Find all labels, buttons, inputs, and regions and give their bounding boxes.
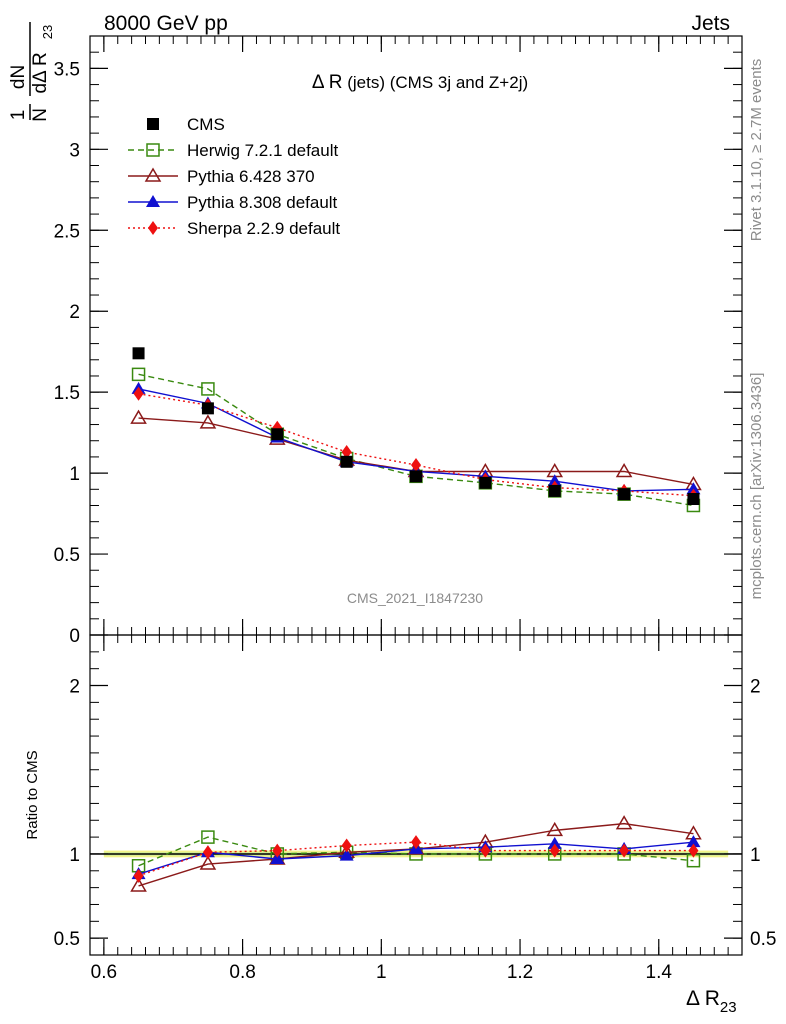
ratio-point-sherpa-2-2-9-default (480, 843, 491, 858)
legend-marker-sherpa-2-2-9-default (148, 221, 158, 235)
chart-title: Δ R (jets) (CMS 3j and Z+2j) (312, 72, 528, 93)
legend-label-pythia-8-308-default: Pythia 8.308 default (187, 193, 338, 212)
point-pythia-6-428-370 (615, 463, 633, 478)
ratio-point-pythia-6-428-370 (130, 877, 147, 892)
point-cms (410, 470, 422, 483)
point-cms (548, 484, 561, 497)
series-group (130, 347, 702, 513)
ratio-point-herwig-7-2-1-default (201, 830, 215, 844)
ratio-point-sherpa-2-2-9-default (133, 868, 144, 883)
point-pythia-6-428-370 (130, 409, 147, 424)
mcplots-label: mcplots.cern.ch [arXiv:1306.3436] (748, 373, 765, 600)
point-cms (687, 493, 700, 506)
svg-text:1 N dN dΔ R: 1 N dN dΔ R 23 (6, 25, 55, 122)
legend-label-pythia-6-428-370: Pythia 6.428 370 (187, 167, 315, 186)
legend-marker-pythia-6-428-370 (144, 167, 162, 182)
header-process: Jets (691, 12, 730, 35)
point-cms (271, 428, 284, 441)
legend-marker-pythia-8-308-default (146, 195, 160, 207)
point-herwig-7-2-1-default (131, 367, 146, 382)
point-sherpa-2-2-9-default (341, 445, 352, 460)
legend-marker-herwig-7-2-1-default (146, 143, 160, 157)
y-tick-label: 0.5 (54, 545, 80, 566)
y-tick-label: 3.5 (54, 59, 80, 80)
ratio-plot-frame (89, 634, 743, 956)
y-tick-label: 2 (69, 302, 80, 323)
ratio-point-pythia-8-308-default (686, 835, 701, 848)
x-tick-label: 1 (376, 962, 387, 983)
point-herwig-7-2-1-default (201, 382, 215, 396)
header-energy: 8000 GeV pp (104, 12, 228, 35)
ratio-point-pythia-6-428-370 (546, 821, 564, 837)
legend-label-herwig-7-2-1-default: Herwig 7.2.1 default (187, 141, 338, 160)
ratio-y-tick-label-right: 0.5 (750, 929, 776, 950)
ratio-y-label: Ratio to CMS (24, 750, 41, 839)
y-tick-label: 1.5 (54, 383, 80, 404)
point-sherpa-2-2-9-default (133, 386, 144, 401)
rivet-label: Rivet 3.1.10, ≥ 2.7M events (748, 59, 765, 242)
x-tick-label: 0.6 (91, 962, 117, 983)
ratio-point-sherpa-2-2-9-default (272, 843, 283, 858)
ratio-y-tick-label: 2 (69, 677, 80, 698)
point-pythia-8-308-default (547, 474, 562, 487)
axis-ticks: 0.6 0.8 1 1.2 1.4 0 0.5 1 1.5 2 2.5 3 3.5 0.5 0.5 1 1 2 2 (54, 36, 776, 983)
ratio-y-tick-label: 1 (69, 845, 80, 866)
legend-marker-cms (147, 118, 159, 130)
series-line-herwig-7-2-1-default (138, 373, 694, 507)
ratio-point-sherpa-2-2-9-default (411, 835, 421, 850)
ratio-point-pythia-6-428-370 (615, 815, 633, 830)
point-cms (479, 476, 492, 489)
ratio-point-sherpa-2-2-9-default (549, 843, 560, 858)
ratio-point-sherpa-2-2-9-default (688, 843, 699, 858)
point-sherpa-2-2-9-default (411, 458, 421, 473)
y-tick-label: 3 (69, 140, 80, 161)
x-tick-label: 1.2 (507, 962, 533, 983)
ratio-y-tick-label-right: 2 (750, 677, 761, 698)
ratio-point-sherpa-2-2-9-default (619, 843, 630, 858)
point-cms (340, 455, 353, 468)
legend-label-sherpa-2-2-9-default: Sherpa 2.2.9 default (187, 219, 340, 238)
analysis-watermark: CMS_2021_I1847230 (347, 590, 483, 606)
legend: CMS Herwig 7.2.1 default Pythia 6.428 370 P… (128, 115, 340, 238)
ratio-point-pythia-8-308-default (547, 836, 562, 849)
x-tick-label: 1.4 (646, 962, 673, 983)
ratio-point-sherpa-2-2-9-default (341, 838, 352, 853)
ratio-y-tick-label-right: 1 (750, 845, 761, 866)
ratio-point-pythia-6-428-370 (199, 855, 217, 870)
ratio-point-pythia-8-308-default (270, 852, 285, 864)
ratio-point-sherpa-2-2-9-default (202, 845, 213, 860)
point-pythia-6-428-370 (199, 414, 217, 429)
y-axis-label: 1 N dN dΔ R 23 (6, 22, 55, 122)
point-pythia-8-308-default (686, 482, 701, 495)
ratio-series-group (130, 815, 702, 892)
y-tick-label: 2.5 (54, 221, 80, 242)
ratio-point-pythia-8-308-default (339, 848, 354, 861)
y-tick-label: 1 (69, 464, 80, 485)
legend-label-cms: CMS (187, 115, 225, 134)
point-cms (132, 347, 145, 360)
point-cms (618, 488, 631, 501)
x-tick-label: 0.8 (229, 962, 255, 983)
y-tick-label: 0 (69, 626, 80, 647)
ratio-y-tick-label: 0.5 (54, 929, 80, 950)
x-axis-label: Δ R23 (686, 987, 737, 1016)
point-cms (201, 402, 214, 415)
